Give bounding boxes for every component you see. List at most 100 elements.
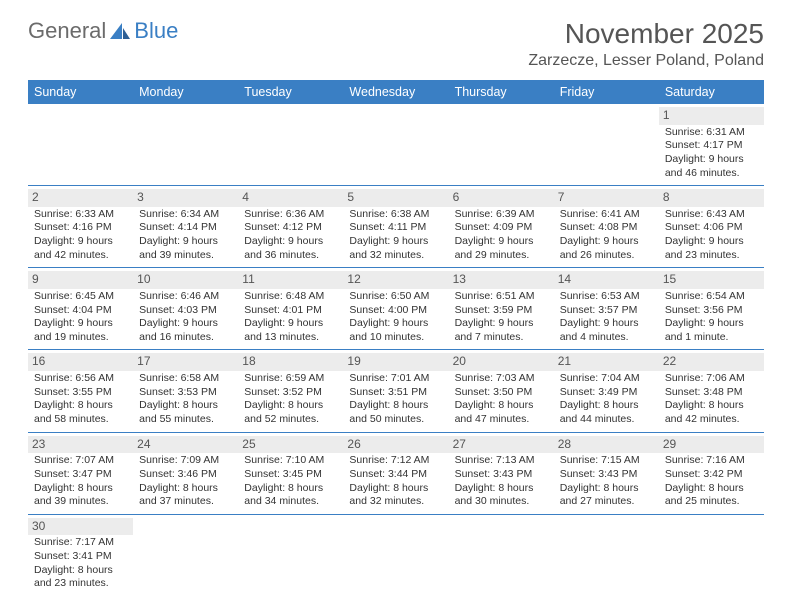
calendar-week: 30Sunrise: 7:17 AMSunset: 3:41 PMDayligh… [28,514,764,596]
sunset-text: Sunset: 3:59 PM [455,304,548,318]
weekday-header: Friday [554,80,659,104]
sunrise-text: Sunrise: 6:31 AM [665,126,758,140]
daylight-text-1: Daylight: 9 hours [34,235,127,249]
calendar-day: 19Sunrise: 7:01 AMSunset: 3:51 PMDayligh… [343,350,448,432]
day-number: 12 [343,271,448,289]
sunset-text: Sunset: 3:49 PM [560,386,653,400]
sunrise-text: Sunrise: 7:06 AM [665,372,758,386]
calendar-day: 18Sunrise: 6:59 AMSunset: 3:52 PMDayligh… [238,350,343,432]
sunset-text: Sunset: 4:12 PM [244,221,337,235]
calendar-day: 1Sunrise: 6:31 AMSunset: 4:17 PMDaylight… [659,104,764,186]
calendar-empty [554,514,659,596]
day-number: 25 [238,436,343,454]
day-details: Sunrise: 6:54 AMSunset: 3:56 PMDaylight:… [665,289,758,345]
sunset-text: Sunset: 4:03 PM [139,304,232,318]
day-details: Sunrise: 7:12 AMSunset: 3:44 PMDaylight:… [349,453,442,509]
daylight-text-1: Daylight: 8 hours [34,482,127,496]
day-number: 28 [554,436,659,454]
calendar-empty [133,104,238,186]
calendar-day: 15Sunrise: 6:54 AMSunset: 3:56 PMDayligh… [659,268,764,350]
sunset-text: Sunset: 4:11 PM [349,221,442,235]
calendar-day: 2Sunrise: 6:33 AMSunset: 4:16 PMDaylight… [28,186,133,268]
calendar-day: 11Sunrise: 6:48 AMSunset: 4:01 PMDayligh… [238,268,343,350]
calendar-empty [659,514,764,596]
sunrise-text: Sunrise: 6:34 AM [139,208,232,222]
daylight-text-2: and 50 minutes. [349,413,442,427]
weekday-header: Monday [133,80,238,104]
daylight-text-2: and 26 minutes. [560,249,653,263]
daylight-text-1: Daylight: 9 hours [34,317,127,331]
daylight-text-2: and 58 minutes. [34,413,127,427]
day-details: Sunrise: 6:38 AMSunset: 4:11 PMDaylight:… [349,207,442,263]
calendar-empty [554,104,659,186]
daylight-text-1: Daylight: 8 hours [665,399,758,413]
calendar-empty [28,104,133,186]
sunrise-text: Sunrise: 7:10 AM [244,454,337,468]
day-number: 5 [343,189,448,207]
daylight-text-1: Daylight: 9 hours [665,153,758,167]
calendar-day: 5Sunrise: 6:38 AMSunset: 4:11 PMDaylight… [343,186,448,268]
calendar-week: 2Sunrise: 6:33 AMSunset: 4:16 PMDaylight… [28,186,764,268]
day-number: 22 [659,353,764,371]
sunrise-text: Sunrise: 7:09 AM [139,454,232,468]
sunset-text: Sunset: 3:48 PM [665,386,758,400]
sunrise-text: Sunrise: 6:59 AM [244,372,337,386]
sunrise-text: Sunrise: 6:48 AM [244,290,337,304]
daylight-text-2: and 10 minutes. [349,331,442,345]
title-block: November 2025 Zarzecze, Lesser Poland, P… [528,18,764,70]
daylight-text-2: and 42 minutes. [34,249,127,263]
calendar-day: 27Sunrise: 7:13 AMSunset: 3:43 PMDayligh… [449,432,554,514]
day-number: 16 [28,353,133,371]
day-details: Sunrise: 7:10 AMSunset: 3:45 PMDaylight:… [244,453,337,509]
daylight-text-2: and 52 minutes. [244,413,337,427]
calendar-day: 24Sunrise: 7:09 AMSunset: 3:46 PMDayligh… [133,432,238,514]
sunset-text: Sunset: 3:52 PM [244,386,337,400]
location: Zarzecze, Lesser Poland, Poland [528,52,764,70]
sunset-text: Sunset: 3:50 PM [455,386,548,400]
sail-icon [108,21,132,41]
sunset-text: Sunset: 4:08 PM [560,221,653,235]
sunset-text: Sunset: 4:16 PM [34,221,127,235]
calendar-day: 20Sunrise: 7:03 AMSunset: 3:50 PMDayligh… [449,350,554,432]
day-details: Sunrise: 6:56 AMSunset: 3:55 PMDaylight:… [34,371,127,427]
day-number: 14 [554,271,659,289]
weekday-header: Tuesday [238,80,343,104]
weekday-header: Sunday [28,80,133,104]
day-details: Sunrise: 7:06 AMSunset: 3:48 PMDaylight:… [665,371,758,427]
sunset-text: Sunset: 3:43 PM [455,468,548,482]
day-number: 27 [449,436,554,454]
daylight-text-1: Daylight: 9 hours [665,317,758,331]
daylight-text-1: Daylight: 9 hours [455,235,548,249]
daylight-text-1: Daylight: 8 hours [34,564,127,578]
sunrise-text: Sunrise: 7:17 AM [34,536,127,550]
daylight-text-1: Daylight: 9 hours [244,317,337,331]
daylight-text-1: Daylight: 8 hours [455,399,548,413]
daylight-text-1: Daylight: 9 hours [665,235,758,249]
day-number: 29 [659,436,764,454]
sunset-text: Sunset: 4:06 PM [665,221,758,235]
daylight-text-1: Daylight: 9 hours [349,317,442,331]
sunrise-text: Sunrise: 7:03 AM [455,372,548,386]
daylight-text-2: and 46 minutes. [665,167,758,181]
sunrise-text: Sunrise: 6:54 AM [665,290,758,304]
calendar-day: 28Sunrise: 7:15 AMSunset: 3:43 PMDayligh… [554,432,659,514]
daylight-text-2: and 42 minutes. [665,413,758,427]
calendar-empty [238,104,343,186]
daylight-text-2: and 39 minutes. [139,249,232,263]
day-details: Sunrise: 7:07 AMSunset: 3:47 PMDaylight:… [34,453,127,509]
day-number: 15 [659,271,764,289]
sunrise-text: Sunrise: 6:58 AM [139,372,232,386]
day-number: 19 [343,353,448,371]
sunrise-text: Sunrise: 6:36 AM [244,208,337,222]
day-details: Sunrise: 7:03 AMSunset: 3:50 PMDaylight:… [455,371,548,427]
sunrise-text: Sunrise: 7:12 AM [349,454,442,468]
sunset-text: Sunset: 4:17 PM [665,139,758,153]
calendar-day: 21Sunrise: 7:04 AMSunset: 3:49 PMDayligh… [554,350,659,432]
day-details: Sunrise: 7:16 AMSunset: 3:42 PMDaylight:… [665,453,758,509]
daylight-text-2: and 1 minute. [665,331,758,345]
daylight-text-1: Daylight: 9 hours [244,235,337,249]
calendar-day: 23Sunrise: 7:07 AMSunset: 3:47 PMDayligh… [28,432,133,514]
daylight-text-2: and 29 minutes. [455,249,548,263]
logo: General Blue [28,18,178,44]
day-number: 17 [133,353,238,371]
